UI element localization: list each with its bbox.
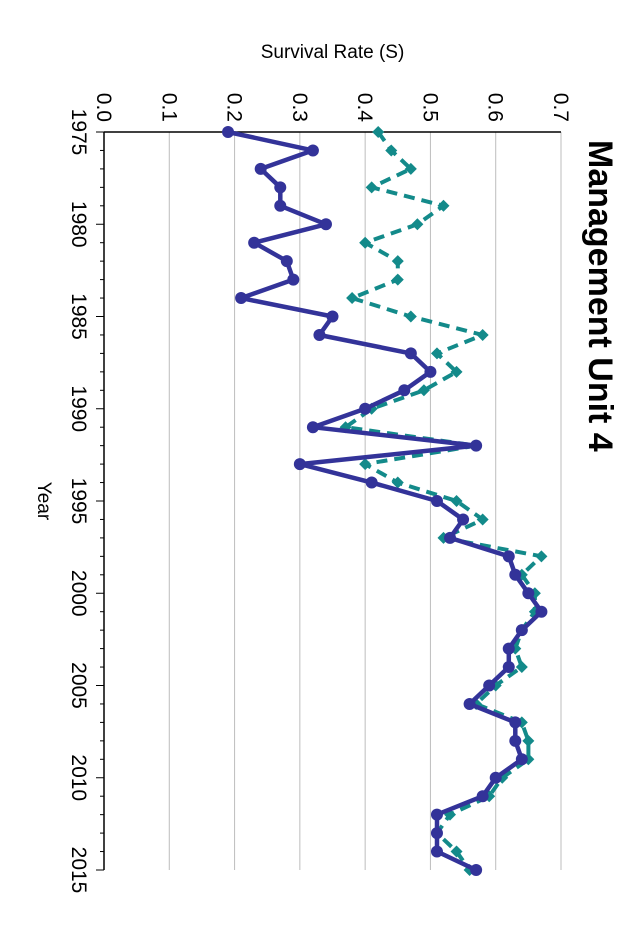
y-axis-title: Survival Rate (S)	[261, 42, 405, 63]
dashed-series-point	[391, 255, 404, 268]
solid-series-point	[463, 697, 476, 710]
solid-series-point	[306, 421, 319, 434]
solid-series-line	[227, 129, 544, 873]
solid-series-point	[274, 181, 287, 194]
x-tick-label: 2005	[67, 662, 90, 709]
dashed-series-point	[404, 310, 417, 323]
solid-series-point	[430, 845, 443, 858]
dashed-series-point	[437, 531, 450, 544]
dashed-series-point	[385, 144, 398, 157]
solid-series-point	[509, 716, 522, 729]
y-tick-label: 0.7	[549, 93, 572, 122]
x-tick-label: 1980	[67, 201, 90, 248]
y-tick-label: 0.0	[92, 93, 115, 122]
rotated-plot-group: 0.0 0.1 0.2 0.3 0.4 0.5 0.6 0.7 1975 1980 1985 1990…	[33, 42, 619, 893]
y-tick-label: 0.5	[418, 93, 441, 122]
solid-series-point	[404, 347, 417, 360]
solid-series-point	[457, 513, 470, 526]
solid-series-point	[522, 587, 535, 600]
solid-series-point	[509, 734, 522, 747]
solid-series-point	[398, 384, 411, 397]
x-tick-label: 1975	[67, 109, 90, 156]
y-tick-label: 0.3	[288, 93, 311, 122]
solid-series-point	[470, 439, 483, 452]
solid-series-point	[326, 310, 339, 323]
dashed-series-point	[365, 181, 378, 194]
solid-series-point	[444, 531, 457, 544]
dashed-series-point	[489, 679, 502, 692]
solid-series-point	[306, 144, 319, 157]
dashed-series-point	[476, 513, 489, 526]
solid-series-point	[359, 402, 372, 415]
x-tick-label: 2010	[67, 754, 90, 801]
solid-series-point	[509, 568, 522, 581]
x-tick-label: 1995	[67, 478, 90, 525]
solid-series-point	[476, 790, 489, 803]
solid-series-point	[470, 864, 483, 876]
dashed-series-point	[417, 384, 430, 397]
dashed-series-point	[437, 199, 450, 212]
series-layer	[222, 126, 548, 876]
solid-series-point	[502, 661, 515, 674]
dashed-series-point	[515, 661, 528, 674]
solid-series-point	[430, 808, 443, 821]
solid-series-point	[280, 255, 293, 268]
solid-series-point	[287, 273, 300, 286]
series-solid	[222, 126, 548, 876]
dashed-series-point	[522, 753, 535, 766]
solid-series-point	[313, 328, 326, 341]
dashed-series-point	[450, 365, 463, 378]
dashed-series-line	[343, 130, 544, 872]
y-tick-label: 0.1	[157, 93, 180, 122]
solid-series-point	[483, 679, 496, 692]
dashed-series-point	[411, 218, 424, 231]
dashed-series-point	[444, 808, 457, 821]
solid-series-point	[502, 550, 515, 563]
solid-series-point	[365, 476, 378, 489]
dashed-series-point	[528, 605, 541, 618]
solid-series-point	[515, 624, 528, 637]
x-axis-title: Year	[33, 482, 54, 521]
solid-series-point	[502, 642, 515, 655]
y-tick-label: 0.2	[223, 93, 246, 122]
dashed-series-point	[404, 162, 417, 175]
solid-series-point	[293, 458, 306, 471]
x-tick-label: 1985	[67, 293, 90, 340]
solid-series-point	[515, 753, 528, 766]
axes: 0.0 0.1 0.2 0.3 0.4 0.5 0.6 0.7 1975 1980 1985 1990…	[67, 93, 572, 894]
x-tick-label: 2015	[67, 847, 90, 894]
solid-series-point	[235, 292, 248, 305]
dashed-series-point	[346, 292, 359, 305]
labels: Management Unit 4 Year Survival Rate (S)	[33, 42, 619, 521]
dashed-series-point	[450, 495, 463, 507]
solid-series-point	[248, 236, 261, 249]
y-tick-label: 0.4	[353, 93, 376, 123]
solid-series-point	[222, 126, 235, 138]
solid-series-point	[319, 218, 332, 231]
solid-series-point	[274, 199, 287, 212]
y-tick-label: 0.6	[484, 93, 507, 122]
solid-series-point	[489, 771, 502, 784]
dashed-series-point	[391, 476, 404, 489]
chart-title: Management Unit 4	[581, 140, 619, 452]
solid-series-point	[535, 605, 548, 618]
solid-series-point	[430, 495, 443, 507]
dashed-series-point	[535, 550, 548, 563]
x-tick-label: 1990	[67, 385, 90, 432]
dashed-series-point	[450, 845, 463, 858]
x-tick-label: 2000	[67, 570, 90, 617]
dashed-series-point	[430, 347, 443, 360]
dashed-series-point	[359, 236, 372, 249]
dashed-series-point	[476, 328, 489, 341]
solid-series-point	[430, 827, 443, 840]
solid-series-point	[424, 365, 437, 378]
dashed-series-point	[522, 734, 535, 747]
solid-series-point	[254, 162, 267, 175]
dashed-series-point	[359, 458, 372, 471]
dashed-series-point	[391, 273, 404, 286]
